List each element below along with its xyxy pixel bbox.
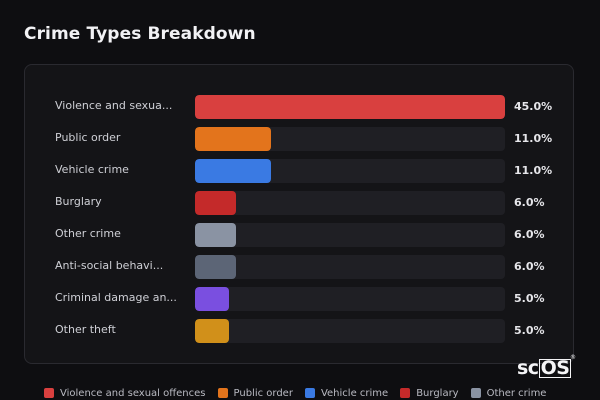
bar-value-label: 6.0% [514,228,545,241]
bar-value-label: 45.0% [514,100,553,113]
page-title: Crime Types Breakdown [24,24,256,44]
bar-value-label: 11.0% [514,132,553,145]
bar-label: Public order [55,131,121,144]
bar-row: Violence and sexua... 45.0% [25,95,575,119]
bar-track [195,95,505,119]
legend-swatch [400,388,411,398]
bar-row: Vehicle crime 11.0% [25,159,575,183]
legend-swatch [470,388,481,398]
bar-label: Other theft [55,323,116,336]
bar-row: Anti-social behavi... 6.0% [25,255,575,279]
chart-panel: Violence and sexua... 45.0% Public order 11… [24,64,574,364]
bar-value-label: 11.0% [514,164,553,177]
bar-track [195,319,505,343]
bar [195,223,236,247]
bar [195,95,505,119]
logo-boxed: OS [538,357,572,379]
bar-row: Burglary 6.0% [25,191,575,215]
bar [195,319,229,343]
chart-legend: Violence and sexual offences Public order… [44,386,546,400]
bar-label: Anti-social behavi... [55,259,164,272]
bar-value-label: 6.0% [514,196,545,209]
legend-swatch [217,388,228,398]
bar-label: Violence and sexua... [55,99,173,112]
bar-label: Criminal damage an... [55,291,177,304]
legend-label: Violence and sexual offences [60,387,206,399]
bar-value-label: 5.0% [514,292,545,305]
legend-label: Burglary [416,387,459,399]
bar-track [195,287,505,311]
legend-item[interactable]: Violence and sexual offences [44,386,206,400]
brand-logo: sc OS ® [517,354,576,379]
legend-swatch [304,388,315,398]
logo-registered-mark: ® [570,354,576,361]
legend-item[interactable]: Other crime [470,386,547,400]
bar-label: Other crime [55,227,121,240]
legend-item[interactable]: Burglary [400,386,459,400]
bar-track [195,159,505,183]
legend-label: Public order [233,387,293,399]
bar-track [195,223,505,247]
bar-label: Burglary [55,195,102,208]
bar-track [195,191,505,215]
legend-item[interactable]: Public order [217,386,293,400]
bar [195,191,236,215]
bar [195,127,271,151]
logo-prefix: sc [517,357,539,379]
bar-row: Other theft 5.0% [25,319,575,343]
bar-row: Criminal damage an... 5.0% [25,287,575,311]
bar [195,159,271,183]
bar-value-label: 6.0% [514,260,545,273]
bar-track [195,127,505,151]
legend-item[interactable]: Vehicle crime [304,386,389,400]
bar-value-label: 5.0% [514,324,545,337]
bar [195,287,229,311]
bar-row: Other crime 6.0% [25,223,575,247]
legend-label: Vehicle crime [320,387,389,399]
bar-track [195,255,505,279]
bar-row: Public order 11.0% [25,127,575,151]
bar-label: Vehicle crime [55,163,129,176]
legend-swatch [44,388,54,398]
bar [195,255,236,279]
legend-label: Other crime [486,387,547,399]
